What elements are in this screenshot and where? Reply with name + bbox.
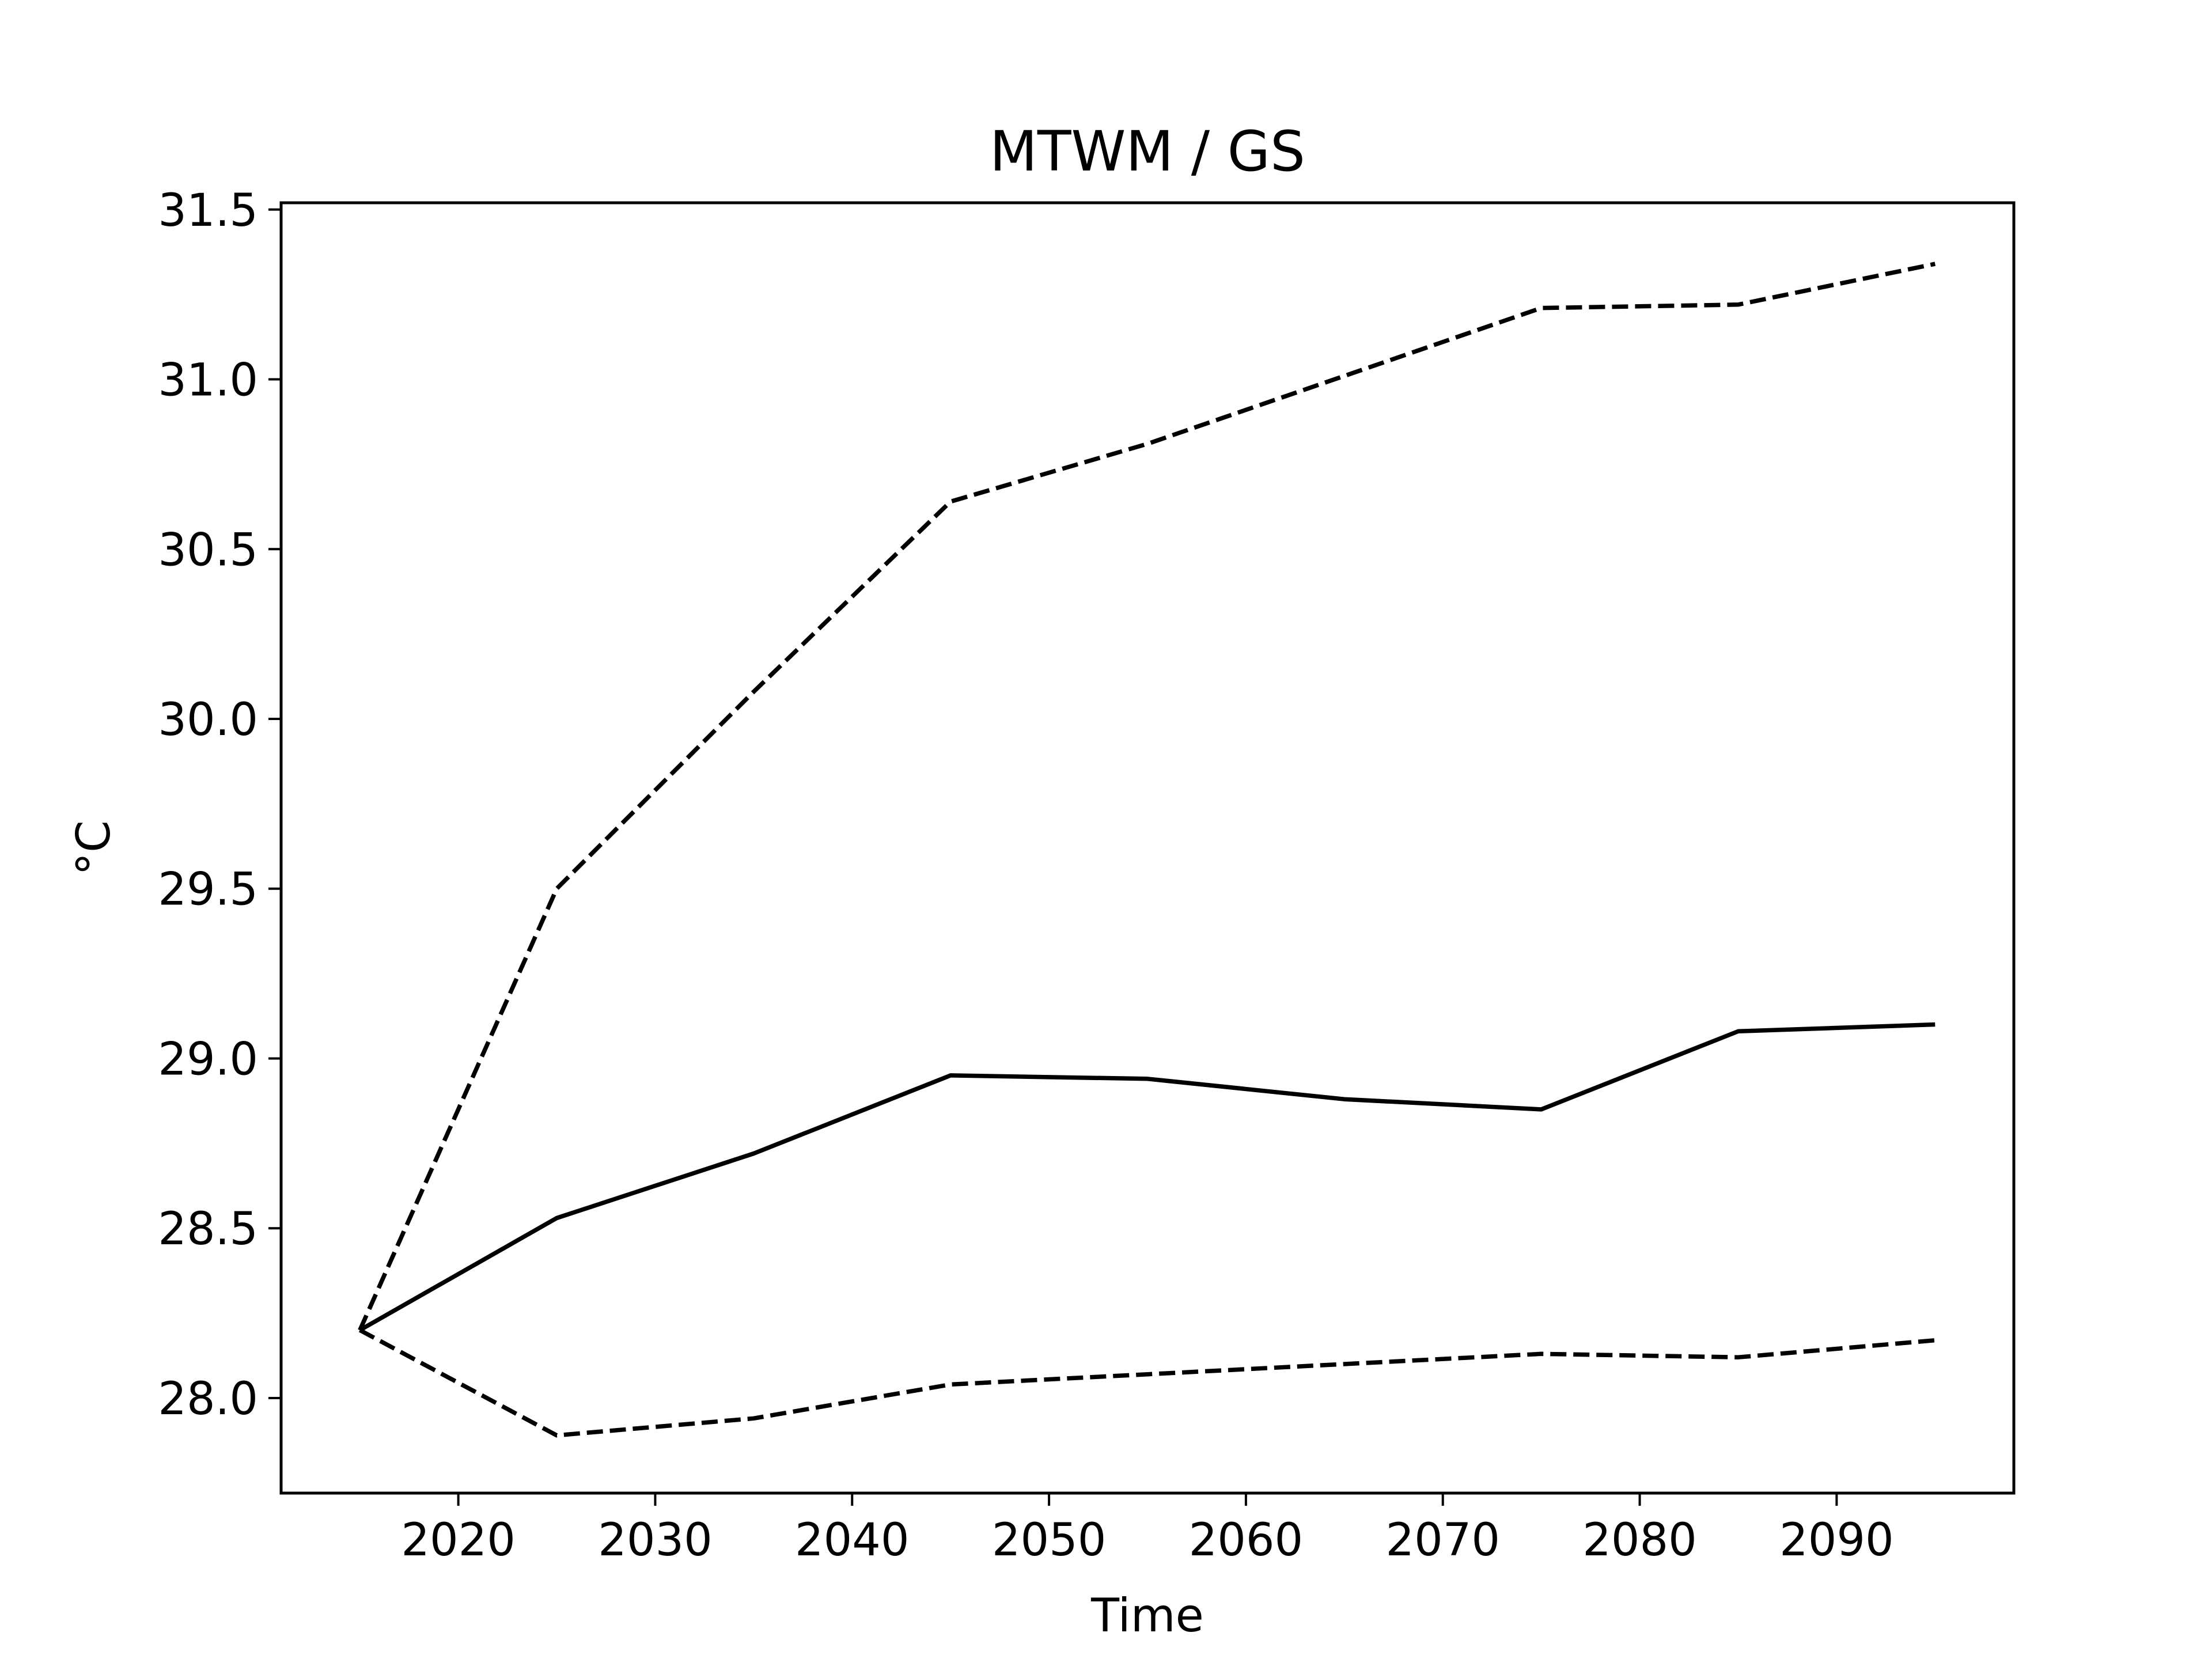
y-tick-label: 28.0 — [158, 1373, 258, 1425]
y-tick-label: 30.0 — [158, 694, 258, 746]
y-tick-label: 29.0 — [158, 1033, 258, 1085]
y-tick-label: 31.5 — [158, 185, 258, 237]
chart-title: MTWM / GS — [990, 119, 1305, 184]
dashed-series-line-2 — [358, 1328, 1936, 1438]
plot-area — [358, 262, 1936, 1438]
x-tick-label: 2080 — [1582, 1514, 1697, 1566]
y-axis: 28.0 28.5 29.0 29.5 30.0 30.5 31.0 31.5 — [158, 185, 281, 1425]
y-tick-label: 30.5 — [158, 524, 258, 576]
y-tick-label: 31.0 — [158, 355, 258, 407]
x-tick-label: 2090 — [1779, 1514, 1894, 1566]
dashed-series-line-1 — [358, 262, 1936, 1331]
plot-frame — [279, 201, 2016, 1495]
y-tick-label: 29.5 — [158, 864, 258, 916]
x-tick-label: 2040 — [795, 1514, 910, 1566]
x-tick-label: 2030 — [598, 1514, 713, 1566]
x-tick-label: 2020 — [401, 1514, 516, 1566]
x-tick-label: 2070 — [1385, 1514, 1500, 1566]
x-axis-label: Time — [1090, 1589, 1204, 1642]
y-tick-label: 28.5 — [158, 1203, 258, 1255]
x-tick-label: 2050 — [992, 1514, 1107, 1566]
solid-series-line-0 — [358, 1022, 1936, 1332]
x-axis: 2020 2030 2040 2050 2060 2070 2080 2090 — [401, 1493, 1894, 1566]
x-tick-label: 2060 — [1189, 1514, 1304, 1566]
y-axis-label: °C — [67, 820, 120, 876]
